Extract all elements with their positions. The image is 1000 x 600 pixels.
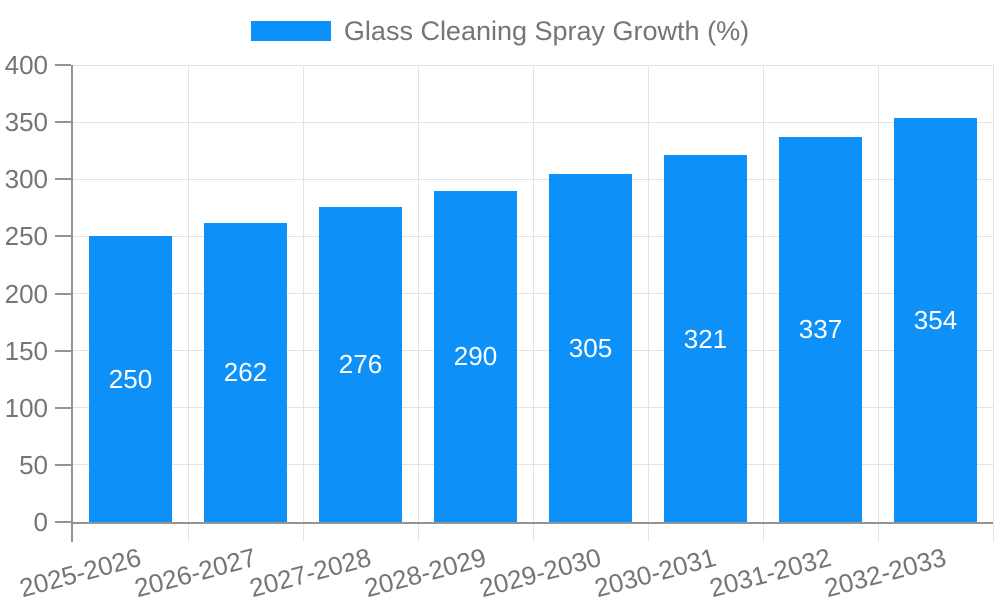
x-axis-tick-label: 2031-2032 [706, 542, 835, 600]
y-axis-tick-label: 150 [4, 335, 48, 366]
bar-value-label: 305 [568, 332, 613, 363]
y-axis-tick-label: 100 [4, 392, 48, 423]
bar [664, 155, 747, 522]
x-gridline [647, 65, 649, 542]
x-axis-line [71, 522, 993, 524]
x-gridline [992, 65, 994, 542]
legend: Glass Cleaning Spray Growth (%) [0, 16, 1000, 46]
bar [204, 222, 287, 522]
x-axis-tick-label: 2026-2027 [131, 542, 260, 600]
x-gridline [762, 65, 764, 542]
x-gridline [877, 65, 879, 542]
bar-value-label: 290 [453, 341, 498, 372]
bar [319, 206, 402, 522]
legend-item[interactable]: Glass Cleaning Spray Growth (%) [250, 16, 750, 46]
y-axis-tick-label: 300 [4, 164, 48, 195]
x-axis-tick [71, 524, 73, 542]
y-axis-tick [55, 64, 71, 66]
y-axis-tick [55, 178, 71, 181]
bar-value-label: 337 [798, 314, 843, 345]
x-axis-tick-label: 2032-2033 [821, 542, 950, 600]
bar [894, 117, 977, 522]
bar [89, 236, 172, 522]
y-axis-tick-label: 250 [4, 221, 48, 252]
bar-value-label: 276 [338, 349, 383, 380]
y-axis-tick [55, 521, 71, 523]
bar-value-label: 250 [108, 364, 153, 395]
y-axis-tick-label: 200 [4, 278, 48, 309]
y-axis-line [71, 65, 73, 524]
bar-value-label: 321 [683, 323, 728, 354]
bar [434, 190, 517, 522]
y-axis-tick [55, 406, 71, 409]
x-gridline [417, 65, 419, 542]
x-gridline [302, 65, 304, 542]
y-axis-tick [55, 292, 71, 295]
y-axis-tick [55, 235, 71, 238]
bar [549, 173, 632, 522]
y-axis-tick [55, 349, 71, 352]
y-axis-tick-label: 400 [4, 50, 48, 80]
y-axis-tick-label: 350 [4, 107, 48, 138]
bar [779, 136, 862, 522]
x-axis-tick-label: 2029-2030 [476, 542, 605, 600]
y-axis-tick-label: 50 [19, 449, 48, 480]
plot-area: 0 50 100 150 200 250 300 350 400 250 2025-2026 262 2… [5, 50, 994, 600]
x-axis-tick-label: 2027-2028 [246, 542, 375, 600]
y-axis-tick [55, 463, 71, 466]
legend-label: Glass Cleaning Spray Growth (%) [343, 16, 750, 46]
legend-swatch-icon [250, 21, 331, 41]
x-axis-tick-label: 2025-2026 [16, 542, 145, 600]
bar-value-label: 354 [913, 304, 958, 335]
x-axis-tick-label: 2030-2031 [591, 542, 720, 600]
y-axis-tick [55, 121, 71, 124]
bar-value-label: 262 [223, 357, 268, 388]
x-gridline [187, 65, 189, 542]
y-axis-tick-label: 0 [33, 507, 48, 537]
x-gridline [532, 65, 534, 542]
x-axis-tick-label: 2028-2029 [361, 542, 490, 600]
